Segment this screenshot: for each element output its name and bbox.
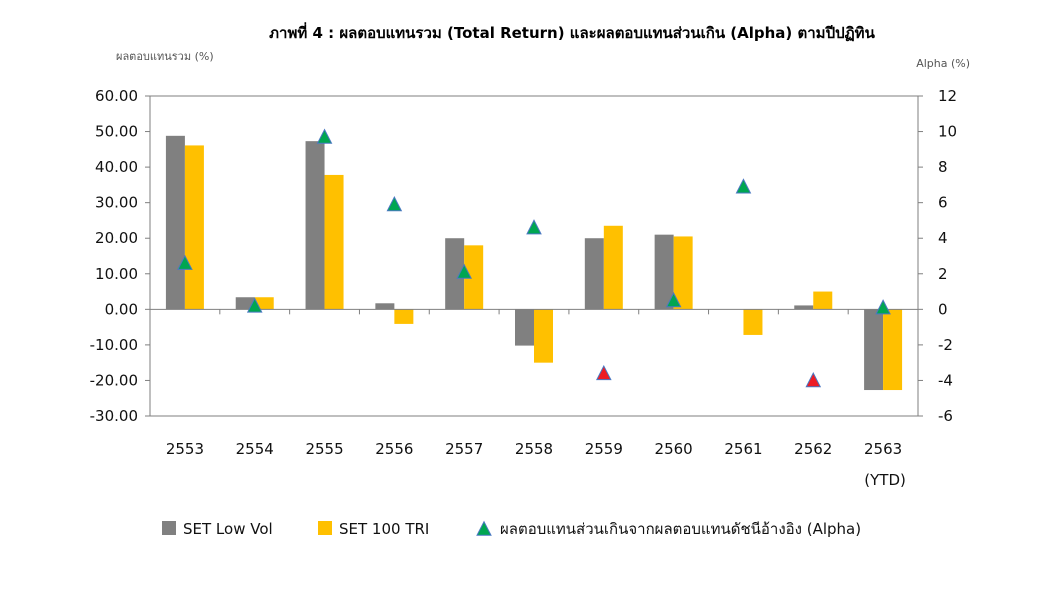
- category-label: 2556: [375, 440, 413, 458]
- right-tick-label: 4: [938, 229, 948, 247]
- category-label: 2554: [236, 440, 274, 458]
- category-label: 2558: [515, 440, 553, 458]
- alpha-marker: [735, 178, 752, 194]
- plot-area: 60.00 50.00 40.00 30.00 20.00 10.00 0.00 -10.00…: [90, 87, 957, 489]
- right-tick-label: 12: [938, 87, 957, 105]
- right-tick-label: 10: [938, 123, 957, 141]
- legend-label-set-low-vol: SET Low Vol: [183, 520, 273, 538]
- bar-set-low-vol: [445, 238, 465, 310]
- left-tick-label: -30.00: [90, 407, 138, 425]
- bar-set-low-vol: [305, 141, 325, 310]
- bar-set-low-vol: [584, 238, 604, 310]
- category-label: 2559: [585, 440, 623, 458]
- category-label: 2560: [655, 440, 693, 458]
- bar-set-low-vol: [654, 234, 674, 310]
- bar-set-low-vol: [165, 135, 185, 310]
- left-tick-label: 30.00: [95, 194, 138, 212]
- right-tick-label: -6: [938, 407, 953, 425]
- legend-swatch-set-low-vol: [162, 521, 176, 535]
- left-tick-label: 10.00: [95, 265, 138, 283]
- right-axis-title: Alpha (%): [916, 57, 970, 70]
- left-tick-label: 50.00: [95, 123, 138, 141]
- bar-set-100-tri: [394, 309, 414, 324]
- left-tick-label: -10.00: [90, 336, 138, 354]
- bar-set-100-tri: [883, 309, 903, 391]
- alpha-marker: [805, 372, 822, 388]
- bar-set-low-vol: [794, 305, 814, 310]
- left-tick-label: -20.00: [90, 371, 138, 389]
- bar-set-100-tri: [603, 225, 623, 310]
- right-tick-label: -2: [938, 336, 953, 354]
- category-label: 2561: [724, 440, 762, 458]
- category-label: 2563: [864, 440, 902, 458]
- alpha-marker: [595, 364, 612, 381]
- alpha-marker: [665, 292, 682, 308]
- bar-set-100-tri: [534, 309, 553, 363]
- left-axis-title: ผลตอบแทนรวม (%): [116, 50, 214, 63]
- alpha-marker: [316, 128, 333, 144]
- left-tick-label: 0.00: [105, 300, 138, 318]
- bar-set-low-vol: [864, 309, 884, 391]
- bar-set-100-tri: [324, 174, 344, 310]
- left-tick-label: 60.00: [95, 87, 138, 105]
- alpha-marker: [386, 196, 403, 212]
- right-tick-label: 8: [938, 158, 948, 176]
- alpha-marker: [456, 263, 473, 279]
- legend-swatch-alpha: [476, 520, 492, 536]
- bar-set-100-tri: [184, 145, 204, 310]
- bar-set-100-tri: [743, 309, 763, 335]
- alpha-marker: [246, 297, 263, 313]
- bar-set-low-vol: [375, 303, 395, 310]
- bar-set-low-vol: [515, 309, 534, 346]
- alpha-marker: [526, 219, 542, 235]
- category-label: 2555: [305, 440, 343, 458]
- category-label: 2562: [794, 440, 832, 458]
- legend-label-alpha: ผลตอบแทนส่วนเกินจากผลตอบแทนดัชนีอ้างอิง …: [500, 520, 861, 538]
- category-label: 2557: [445, 440, 483, 458]
- bar-set-100-tri: [673, 236, 693, 310]
- bar-set-100-tri: [464, 245, 484, 310]
- left-tick-label: 20.00: [95, 229, 138, 247]
- chart-title: ภาพที่ 4 : ผลตอบแทนรวม (Total Return) แล…: [269, 22, 875, 42]
- right-tick-label: -4: [938, 371, 953, 389]
- right-tick-label: 6: [938, 194, 948, 212]
- category-label: 2553: [166, 440, 204, 458]
- right-tick-label: 2: [938, 265, 948, 283]
- bar-set-100-tri: [254, 297, 274, 310]
- alpha-marker: [875, 299, 891, 315]
- left-tick-label: 40.00: [95, 158, 138, 176]
- right-tick-label: 0: [938, 300, 948, 318]
- legend-swatch-set-100-tri: [318, 521, 332, 535]
- legend: SET Low Vol SET 100 TRI ผลตอบแทนส่วนเกินจา…: [162, 520, 861, 538]
- bar-set-low-vol: [235, 297, 255, 310]
- legend-label-set-100-tri: SET 100 TRI: [339, 520, 429, 538]
- category-sublabel: (YTD): [864, 471, 906, 489]
- alpha-marker: [177, 254, 193, 270]
- bar-set-100-tri: [813, 291, 833, 310]
